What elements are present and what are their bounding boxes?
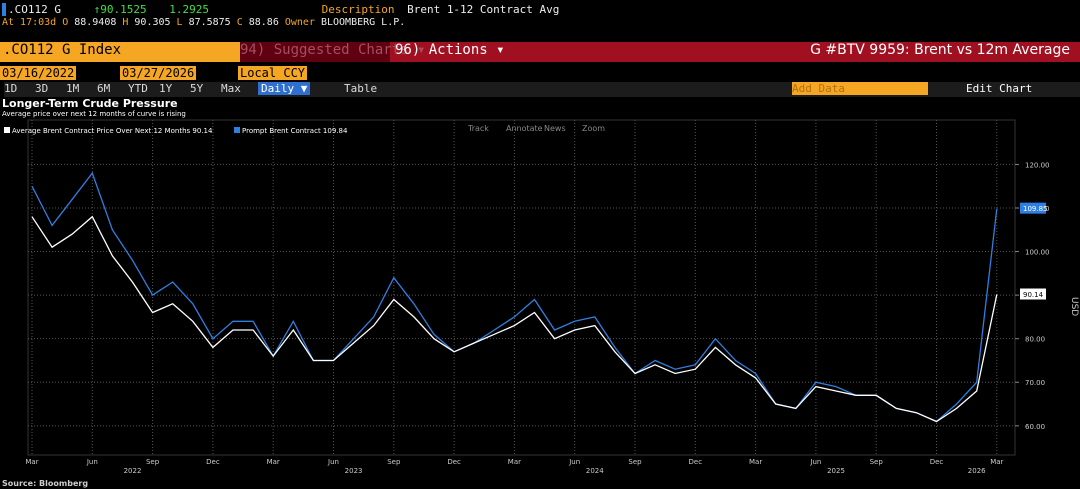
security[interactable]: .CO112 G Index bbox=[0, 42, 241, 62]
toolbar-item: Annotate bbox=[506, 124, 543, 133]
start-date[interactable]: 03/16/2022 bbox=[0, 66, 77, 80]
plot-area bbox=[27, 119, 1016, 456]
x-tick-label: Dec bbox=[206, 458, 220, 466]
x-tick-label: Sep bbox=[146, 458, 160, 466]
x-tick-label: Mar bbox=[749, 458, 762, 466]
last-value-box bbox=[1020, 202, 1046, 214]
range-row: Daily ▼ Table Add Data Edit Chart 1D 3D 1M… bbox=[4, 82, 1080, 97]
x-tick-label: Sep bbox=[870, 458, 884, 466]
range-button[interactable]: 5Y bbox=[190, 82, 204, 95]
legend-label: Prompt Brent Contract 109.84 bbox=[242, 127, 348, 135]
time: At 17:03d bbox=[2, 17, 57, 28]
range-button[interactable]: 3D bbox=[35, 82, 49, 95]
y-tick-label: 100.00 bbox=[1025, 249, 1050, 257]
x-tick-label: Dec bbox=[447, 458, 461, 466]
chart-title: Longer-Term Crude Pressure bbox=[2, 97, 178, 110]
add-data[interactable]: Add Data bbox=[792, 82, 928, 95]
quote-line: .CO112 G ↑90.1525 1.2925 Description Bre… bbox=[2, 3, 1080, 16]
ticker: .CO112 G bbox=[2, 3, 61, 16]
chart-name: G #BTV 9959: Brent vs 12m Average bbox=[810, 42, 1070, 58]
x-tick-label: Mar bbox=[267, 458, 280, 466]
toolbar-item: News bbox=[544, 124, 566, 133]
range-button[interactable]: 1Y bbox=[159, 82, 173, 95]
toolbar-item: Track bbox=[467, 124, 489, 133]
x-tick-label: Jun bbox=[568, 458, 580, 466]
open: 88.9408 bbox=[74, 17, 117, 28]
legend-swatch bbox=[4, 127, 10, 133]
close: 88.86 bbox=[248, 17, 279, 28]
c-label: C bbox=[236, 17, 243, 28]
actions[interactable]: 96) Actions ▾ bbox=[395, 42, 505, 58]
ohlc-line: At 17:03d O 88.9408 H 90.305 L 87.5875 C 88.86 Ow… bbox=[2, 17, 1080, 28]
end-date[interactable]: 03/27/2026 bbox=[120, 66, 197, 80]
y-tick-label: 120.00 bbox=[1025, 161, 1050, 169]
toolbar-item: Zoom bbox=[582, 124, 605, 133]
low: 87.5875 bbox=[188, 17, 231, 28]
range-button[interactable]: 1D bbox=[4, 82, 18, 95]
last-value-label: 109.85 bbox=[1023, 205, 1048, 213]
legend-swatch bbox=[234, 127, 240, 133]
x-tick-label: Jun bbox=[809, 458, 821, 466]
frequency[interactable]: Daily ▼ bbox=[258, 82, 311, 95]
high: 90.305 bbox=[134, 17, 171, 28]
l-label: L bbox=[176, 17, 183, 28]
range-button[interactable]: YTD bbox=[128, 82, 148, 95]
year-label: 2025 bbox=[827, 467, 845, 475]
menu-bar: .CO112 G Index 94) Suggested Charts ▾ 96… bbox=[0, 42, 1080, 62]
edit-chart[interactable]: Edit Chart bbox=[966, 82, 1033, 95]
chart: Longer-Term Crude Pressure Average price… bbox=[2, 97, 1079, 488]
source: Source: Bloomberg bbox=[2, 479, 88, 488]
year-label: 2023 bbox=[345, 467, 363, 475]
x-tick-label: Dec bbox=[689, 458, 703, 466]
y-tick-label: 60.00 bbox=[1025, 423, 1045, 431]
x-tick-label: Dec bbox=[930, 458, 944, 466]
h-label: H bbox=[122, 17, 129, 28]
year-label: 2022 bbox=[124, 467, 142, 475]
x-tick-label: Mar bbox=[990, 458, 1003, 466]
series-line bbox=[31, 171, 998, 423]
desc-label: Description bbox=[321, 3, 395, 16]
range-button[interactable]: 6M bbox=[97, 82, 111, 95]
year-label: 2026 bbox=[968, 467, 986, 475]
x-tick-label: Mar bbox=[508, 458, 521, 466]
x-tick-label: Sep bbox=[628, 458, 642, 466]
y-tick-label: 70.00 bbox=[1025, 379, 1045, 387]
last: ↑90.1525 bbox=[93, 3, 147, 16]
table[interactable]: Table bbox=[344, 82, 378, 95]
x-tick-label: Mar bbox=[25, 458, 38, 466]
last-value-label: 90.14 bbox=[1023, 291, 1044, 299]
desc: Brent 1-12 Contract Avg bbox=[407, 3, 560, 16]
range-button[interactable]: 1M bbox=[66, 82, 80, 95]
o-label: O bbox=[62, 17, 69, 28]
owner-label: Owner bbox=[284, 17, 315, 28]
legend-label: Average Brent Contract Price Over Next 1… bbox=[12, 127, 213, 135]
year-label: 2024 bbox=[586, 467, 604, 475]
y-label: USD bbox=[1069, 297, 1079, 316]
owner: BLOOMBERG L.P. bbox=[320, 17, 406, 28]
x-tick-label: Sep bbox=[387, 458, 401, 466]
range-button[interactable]: Max bbox=[221, 82, 241, 95]
currency[interactable]: Local CCY bbox=[238, 66, 308, 80]
suggested[interactable]: 94) Suggested Charts ▾ bbox=[240, 42, 425, 62]
x-tick-label: Jun bbox=[327, 458, 339, 466]
x-tick-label: Jun bbox=[86, 458, 98, 466]
series-line bbox=[31, 215, 998, 423]
change: 1.2925 bbox=[169, 3, 209, 16]
y-tick-label: 80.00 bbox=[1025, 336, 1045, 344]
chart-subtitle: Average price over next 12 months of cur… bbox=[2, 110, 186, 118]
last-value-box bbox=[1020, 288, 1046, 300]
